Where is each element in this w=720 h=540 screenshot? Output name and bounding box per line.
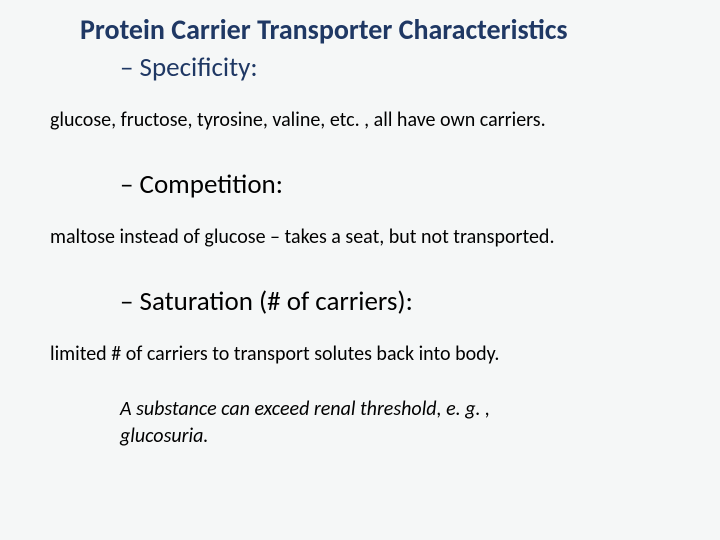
- note-glucosuria: A substance can exceed renal threshold, …: [120, 396, 580, 450]
- subtitle-competition: – Competition:: [120, 168, 680, 201]
- body-competition: maltose instead of glucose – takes a sea…: [50, 225, 680, 249]
- subtitle-specificity: – Specificity:: [120, 51, 680, 84]
- body-specificity: glucose, fructose, tyrosine, valine, etc…: [50, 108, 680, 132]
- slide-title: Protein Carrier Transporter Characterist…: [80, 12, 680, 47]
- slide-container: Protein Carrier Transporter Characterist…: [0, 0, 720, 540]
- body-saturation: limited # of carriers to transport solut…: [50, 342, 680, 366]
- subtitle-saturation: – Saturation (# of carriers):: [120, 285, 680, 318]
